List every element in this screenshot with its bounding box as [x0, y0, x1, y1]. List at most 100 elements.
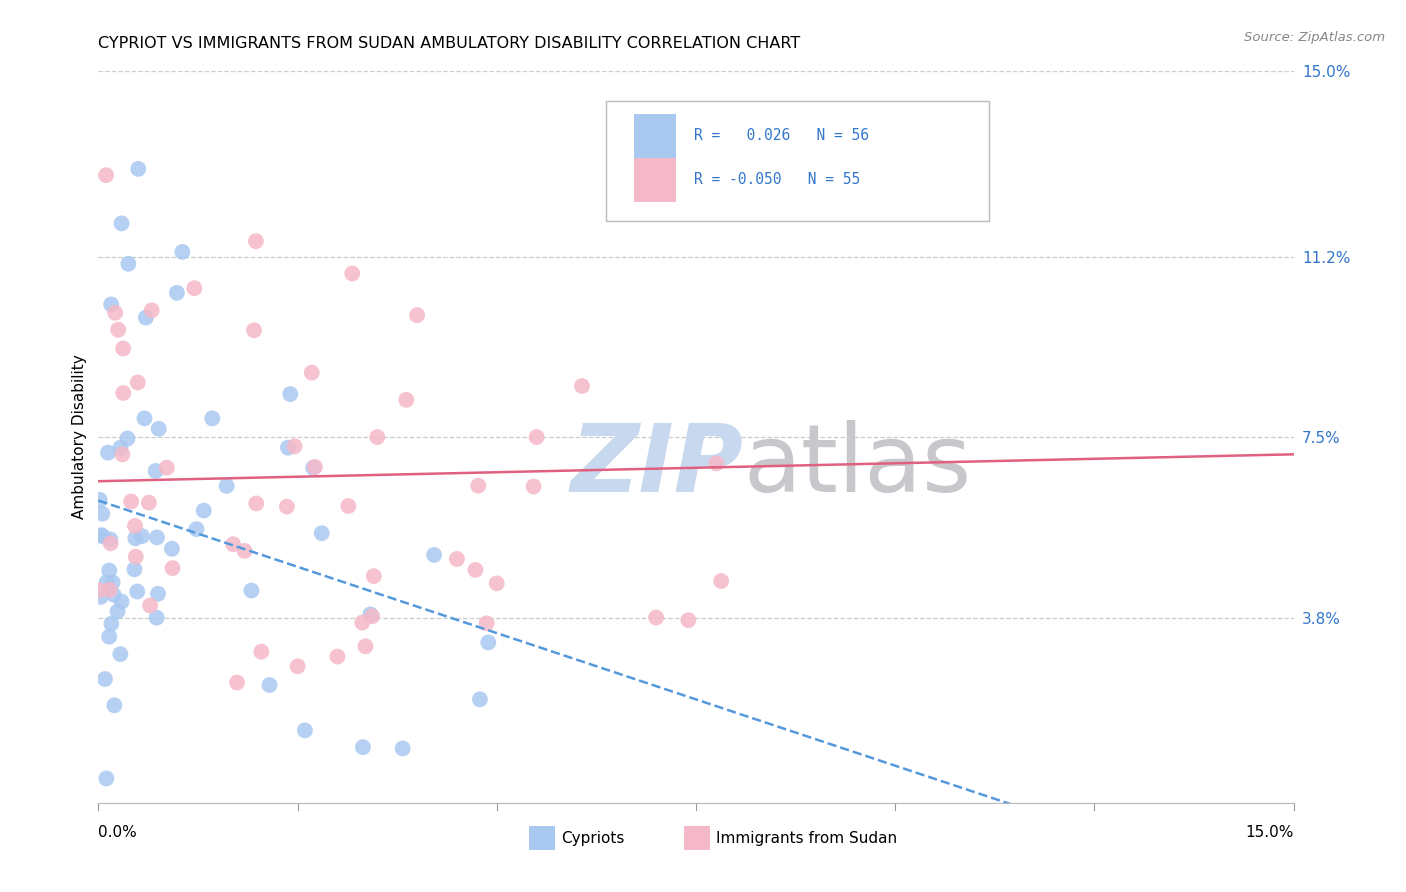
Point — [361, 609, 384, 624]
Point — [245, 234, 267, 248]
Point — [127, 161, 149, 176]
Text: R =   0.026   N = 56: R = 0.026 N = 56 — [693, 128, 869, 144]
Text: Immigrants from Sudan: Immigrants from Sudan — [716, 831, 897, 847]
Point — [259, 678, 281, 692]
Point — [605, 186, 627, 201]
Point — [226, 675, 249, 690]
Point — [250, 645, 273, 659]
Bar — [529, 826, 555, 850]
Point — [468, 692, 491, 706]
Point — [117, 257, 139, 271]
Point — [124, 532, 146, 546]
Point — [100, 536, 122, 550]
Point — [146, 587, 169, 601]
Point — [446, 552, 468, 566]
Point — [526, 430, 548, 444]
Bar — [634, 158, 676, 202]
Text: R = -0.050   N = 55: R = -0.050 N = 55 — [693, 172, 860, 187]
Point — [391, 741, 413, 756]
Text: Cypriots: Cypriots — [561, 831, 624, 847]
Point — [352, 740, 374, 755]
Point — [706, 457, 728, 471]
Point — [485, 576, 508, 591]
Point — [87, 583, 110, 598]
Bar — [685, 826, 710, 850]
Point — [172, 244, 194, 259]
Point — [302, 460, 325, 475]
Point — [233, 544, 256, 558]
Bar — [634, 114, 676, 158]
Point — [284, 439, 307, 453]
Point — [125, 549, 148, 564]
Point — [96, 575, 118, 590]
Point — [107, 604, 129, 618]
Point — [193, 503, 215, 517]
Point — [89, 492, 111, 507]
Point — [139, 599, 162, 613]
Point — [301, 366, 323, 380]
Point — [110, 647, 132, 661]
Point — [104, 306, 127, 320]
Point — [98, 630, 121, 644]
Text: ZIP: ZIP — [571, 420, 744, 512]
Point — [710, 574, 733, 588]
Point — [423, 548, 446, 562]
Point — [94, 672, 117, 686]
FancyBboxPatch shape — [606, 101, 988, 221]
Point — [201, 411, 224, 425]
Point — [475, 616, 498, 631]
Point — [98, 533, 121, 547]
Point — [112, 342, 135, 356]
Point — [186, 522, 208, 536]
Point — [138, 495, 160, 509]
Point — [145, 464, 167, 478]
Point — [294, 723, 316, 738]
Point — [145, 610, 167, 624]
Point — [100, 616, 122, 631]
Point — [287, 659, 309, 673]
Text: Source: ZipAtlas.com: Source: ZipAtlas.com — [1244, 31, 1385, 45]
Point — [240, 583, 263, 598]
Point — [135, 310, 157, 325]
Point — [91, 507, 114, 521]
Point — [110, 441, 132, 455]
Point — [277, 441, 299, 455]
Point — [406, 308, 429, 322]
Point — [359, 607, 381, 622]
Point — [963, 113, 986, 128]
Text: 0.0%: 0.0% — [98, 825, 138, 839]
Point — [326, 649, 349, 664]
Point — [117, 432, 139, 446]
Point — [94, 168, 117, 182]
Point — [110, 216, 132, 230]
Point — [97, 445, 120, 459]
Point — [645, 610, 668, 624]
Point — [107, 323, 129, 337]
Point — [111, 447, 134, 461]
Point — [278, 387, 301, 401]
Point — [311, 526, 333, 541]
Point — [141, 303, 163, 318]
Point — [183, 281, 205, 295]
Point — [215, 479, 238, 493]
Point — [337, 499, 360, 513]
Point — [304, 460, 326, 475]
Point — [162, 561, 184, 575]
Text: CYPRIOT VS IMMIGRANTS FROM SUDAN AMBULATORY DISABILITY CORRELATION CHART: CYPRIOT VS IMMIGRANTS FROM SUDAN AMBULAT… — [98, 36, 800, 51]
Point — [222, 537, 245, 551]
Point — [110, 595, 132, 609]
Point — [523, 479, 546, 493]
Point — [103, 698, 125, 713]
Y-axis label: Ambulatory Disability: Ambulatory Disability — [72, 355, 87, 519]
Point — [91, 529, 114, 543]
Point — [354, 640, 377, 654]
Point — [166, 285, 188, 300]
Point — [342, 267, 364, 281]
Point — [245, 496, 267, 510]
Point — [124, 519, 146, 533]
Point — [243, 323, 266, 337]
Point — [678, 613, 700, 627]
Point — [98, 582, 121, 597]
Point — [124, 562, 146, 576]
Point — [156, 460, 179, 475]
